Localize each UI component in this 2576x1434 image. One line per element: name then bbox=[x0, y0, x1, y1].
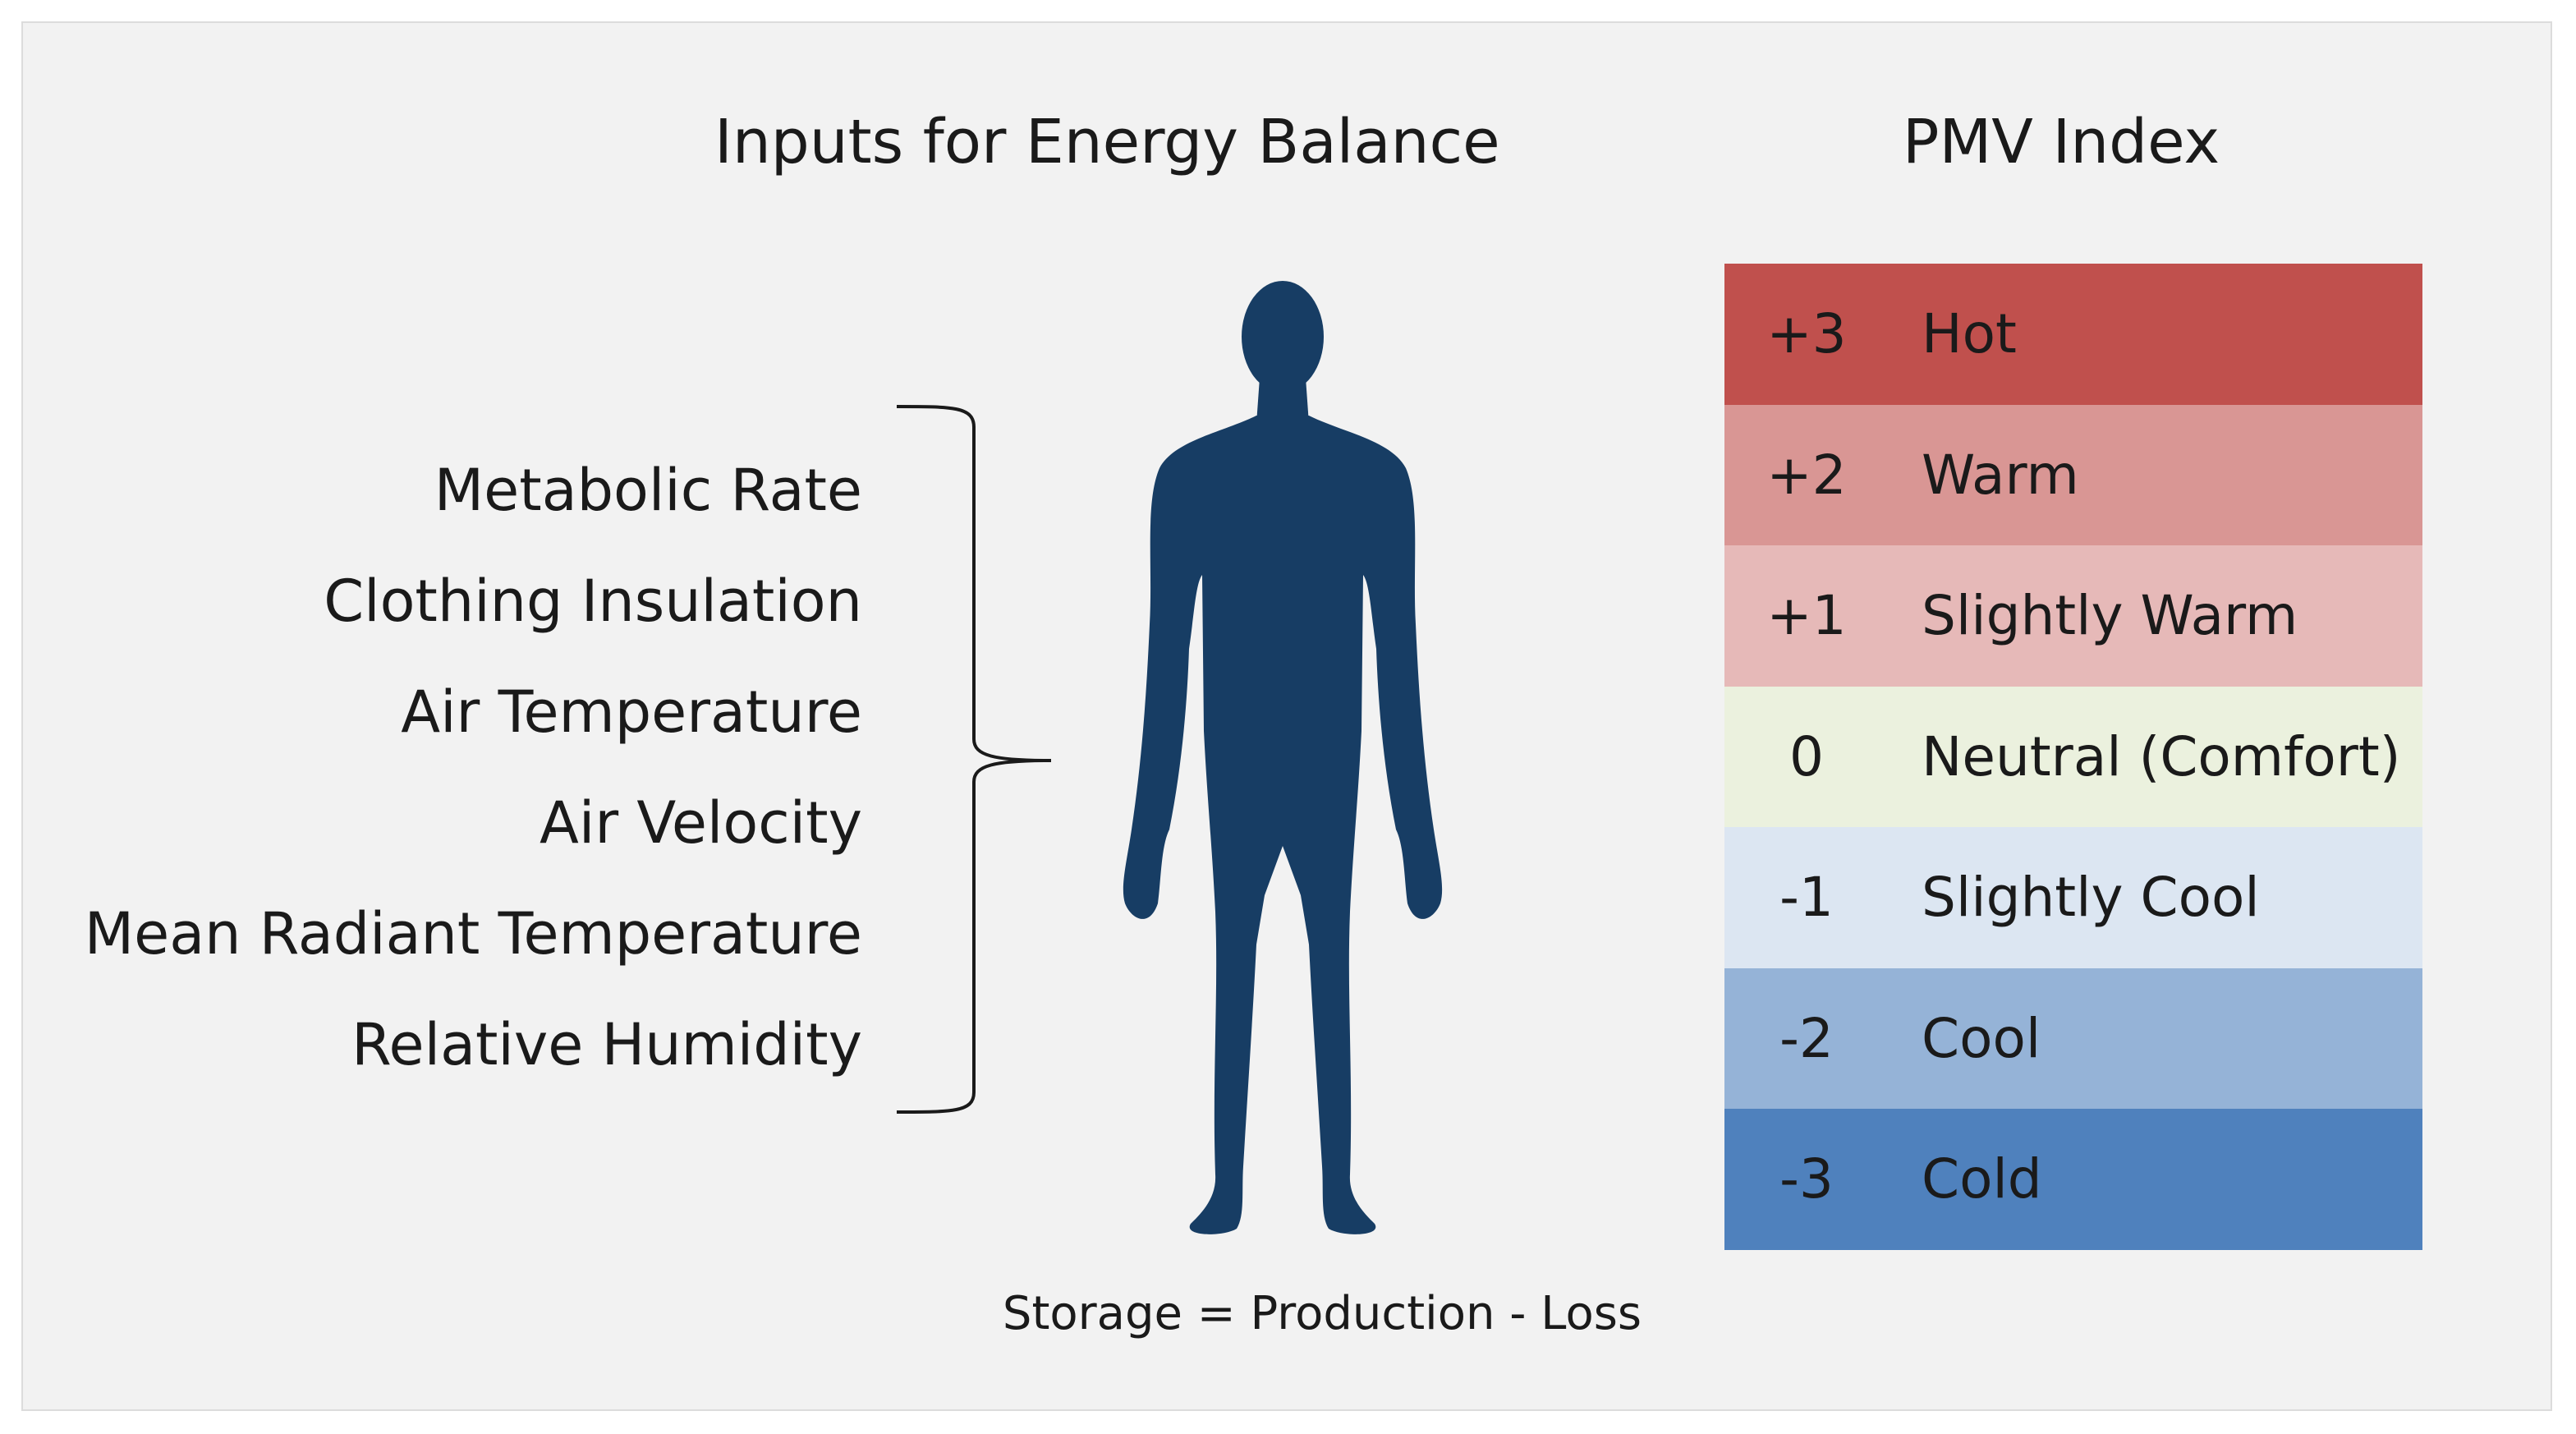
pmv-label: Warm bbox=[1922, 443, 2079, 507]
pmv-row-cold: -3 Cold bbox=[1724, 1109, 2422, 1250]
pmv-value: +2 bbox=[1766, 443, 1847, 507]
pmv-row-slightly-warm: +1 Slightly Warm bbox=[1724, 545, 2422, 687]
pmv-row-slightly-cool: -1 Slightly Cool bbox=[1724, 827, 2422, 968]
pmv-label: Cool bbox=[1922, 1006, 2041, 1070]
energy-balance-formula: Storage = Production - Loss bbox=[1002, 1287, 1642, 1340]
input-air-velocity: Air Velocity bbox=[540, 789, 862, 857]
pmv-value: -1 bbox=[1779, 866, 1834, 930]
pmv-value: -3 bbox=[1779, 1147, 1834, 1211]
inputs-list: Metabolic Rate Clothing Insulation Air T… bbox=[49, 435, 862, 1101]
pmv-label: Cold bbox=[1922, 1147, 2042, 1211]
input-relative-humidity: Relative Humidity bbox=[351, 1011, 862, 1078]
pmv-row-cool: -2 Cool bbox=[1724, 967, 2422, 1109]
input-clothing-insulation: Clothing Insulation bbox=[324, 568, 862, 635]
pmv-label: Slightly Cool bbox=[1922, 866, 2260, 930]
pmv-value: +1 bbox=[1766, 584, 1847, 648]
pmv-label: Neutral (Comfort) bbox=[1922, 724, 2401, 788]
pmv-value: 0 bbox=[1789, 724, 1824, 788]
pmv-scale: +3 Hot +2 Warm +1 Slightly Warm 0 Neutra… bbox=[1724, 264, 2422, 1250]
pmv-row-warm: +2 Warm bbox=[1724, 404, 2422, 545]
curly-brace bbox=[896, 405, 1052, 1114]
input-metabolic-rate: Metabolic Rate bbox=[434, 457, 862, 524]
human-silhouette-icon bbox=[1123, 281, 1443, 1234]
pmv-title: PMV Index bbox=[1902, 107, 2220, 177]
pmv-row-neutral: 0 Neutral (Comfort) bbox=[1724, 686, 2422, 827]
pmv-value: -2 bbox=[1779, 1006, 1834, 1070]
inputs-title: Inputs for Energy Balance bbox=[714, 107, 1500, 177]
pmv-label: Hot bbox=[1922, 302, 2017, 366]
pmv-label: Slightly Warm bbox=[1922, 584, 2298, 648]
input-mean-radiant-temperature: Mean Radiant Temperature bbox=[84, 900, 862, 967]
pmv-value: +3 bbox=[1766, 302, 1847, 366]
input-air-temperature: Air Temperature bbox=[401, 678, 862, 746]
pmv-row-hot: +3 Hot bbox=[1724, 264, 2422, 405]
